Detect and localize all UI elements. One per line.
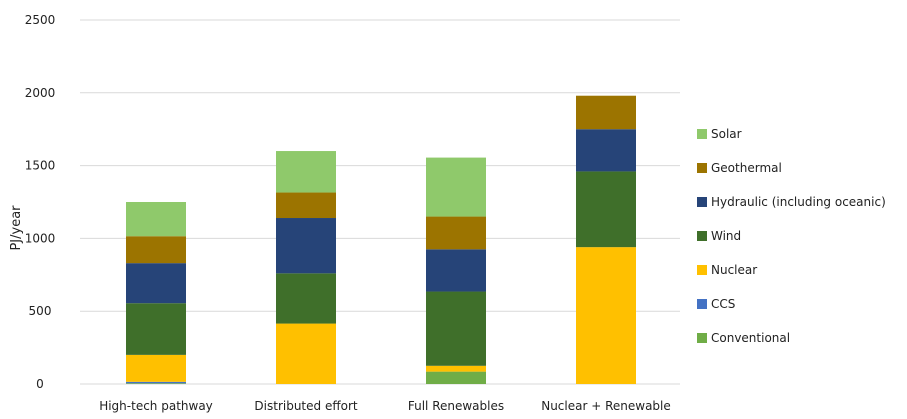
bar-segment bbox=[426, 157, 486, 217]
bar-segment bbox=[126, 381, 186, 384]
legend-item: Hydraulic (including oceanic) bbox=[697, 195, 886, 209]
bar-stack bbox=[426, 157, 486, 384]
x-tick-label: High-tech pathway bbox=[99, 399, 213, 413]
y-axis-ticks: 0 500 1000 1500 2000 2500 bbox=[25, 13, 56, 391]
legend-swatch bbox=[697, 265, 707, 275]
y-tick-label: 0 bbox=[36, 377, 44, 391]
legend-swatch bbox=[697, 197, 707, 207]
y-tick-label: 2500 bbox=[25, 13, 56, 27]
legend-item: Geothermal bbox=[697, 161, 782, 175]
legend-item: Nuclear bbox=[697, 263, 757, 277]
bar-segment bbox=[276, 151, 336, 193]
bar-segment bbox=[426, 371, 486, 384]
bar-segment bbox=[426, 249, 486, 292]
legend: Solar Geothermal Hydraulic (including ocea… bbox=[697, 127, 886, 345]
bar-stack bbox=[576, 95, 636, 384]
y-tick-label: 1500 bbox=[25, 159, 56, 173]
legend-swatch bbox=[697, 333, 707, 343]
x-axis-ticks: High-tech pathway Distributed effort Full … bbox=[99, 399, 671, 413]
bar-segment bbox=[426, 291, 486, 366]
legend-label: Nuclear bbox=[711, 263, 757, 277]
x-tick-label: Distributed effort bbox=[254, 399, 357, 413]
legend-swatch bbox=[697, 129, 707, 139]
x-tick-label: Full Renewables bbox=[408, 399, 504, 413]
y-axis-label: PJ/year bbox=[9, 205, 24, 251]
x-tick-label: Nuclear + Renewable bbox=[541, 399, 671, 413]
y-tick-label: 2000 bbox=[25, 86, 56, 100]
bar-segment bbox=[426, 365, 486, 372]
y-tick-label: 500 bbox=[29, 304, 52, 318]
bar-segment bbox=[576, 247, 636, 384]
bar-segment bbox=[126, 354, 186, 382]
bar-stack bbox=[126, 202, 186, 384]
legend-item: Wind bbox=[697, 229, 741, 243]
legend-label: Hydraulic (including oceanic) bbox=[711, 195, 886, 209]
legend-item: CCS bbox=[697, 297, 735, 311]
bar-segment bbox=[276, 273, 336, 324]
bar-segment bbox=[426, 216, 486, 250]
bar-segment bbox=[126, 383, 186, 384]
bar-segment bbox=[126, 202, 186, 237]
legend-item: Solar bbox=[697, 127, 742, 141]
bar-segment bbox=[126, 303, 186, 355]
legend-item: Conventional bbox=[697, 331, 790, 345]
bar-segment bbox=[276, 218, 336, 274]
legend-label: Wind bbox=[711, 229, 741, 243]
bar-segment bbox=[276, 192, 336, 219]
bar-segment bbox=[126, 263, 186, 304]
bar-segment bbox=[576, 171, 636, 248]
y-tick-label: 1000 bbox=[25, 231, 56, 245]
legend-swatch bbox=[697, 299, 707, 309]
legend-swatch bbox=[697, 231, 707, 241]
legend-label: Geothermal bbox=[711, 161, 782, 175]
legend-label: Conventional bbox=[711, 331, 790, 345]
bar-segment bbox=[576, 129, 636, 172]
bar-segment bbox=[576, 95, 636, 130]
legend-swatch bbox=[697, 163, 707, 173]
legend-label: CCS bbox=[711, 297, 735, 311]
bars bbox=[126, 95, 636, 384]
bar-segment bbox=[126, 236, 186, 264]
bar-stack bbox=[276, 151, 336, 384]
legend-label: Solar bbox=[711, 127, 742, 141]
bar-segment bbox=[276, 323, 336, 384]
